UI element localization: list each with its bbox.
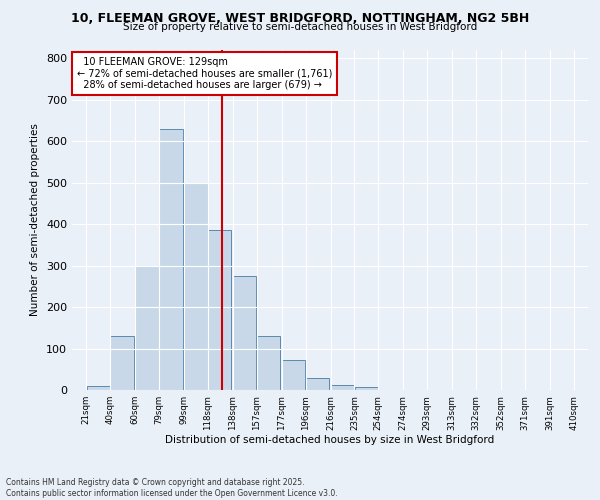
Y-axis label: Number of semi-detached properties: Number of semi-detached properties [31,124,40,316]
Bar [282,360,305,390]
Text: 10, FLEEMAN GROVE, WEST BRIDGFORD, NOTTINGHAM, NG2 5BH: 10, FLEEMAN GROVE, WEST BRIDGFORD, NOTTI… [71,12,529,26]
Bar [110,336,134,390]
Bar [355,387,378,390]
Bar [184,182,208,390]
X-axis label: Distribution of semi-detached houses by size in West Bridgford: Distribution of semi-detached houses by … [166,436,494,446]
Bar [159,129,182,390]
Bar [233,276,256,390]
Bar [306,378,329,390]
Bar [331,384,354,390]
Text: Size of property relative to semi-detached houses in West Bridgford: Size of property relative to semi-detach… [123,22,477,32]
Text: Contains HM Land Registry data © Crown copyright and database right 2025.
Contai: Contains HM Land Registry data © Crown c… [6,478,338,498]
Bar [208,230,232,390]
Bar [257,336,280,390]
Bar [86,386,110,390]
Text: 10 FLEEMAN GROVE: 129sqm
← 72% of semi-detached houses are smaller (1,761)
  28%: 10 FLEEMAN GROVE: 129sqm ← 72% of semi-d… [77,57,332,90]
Bar [136,266,159,390]
